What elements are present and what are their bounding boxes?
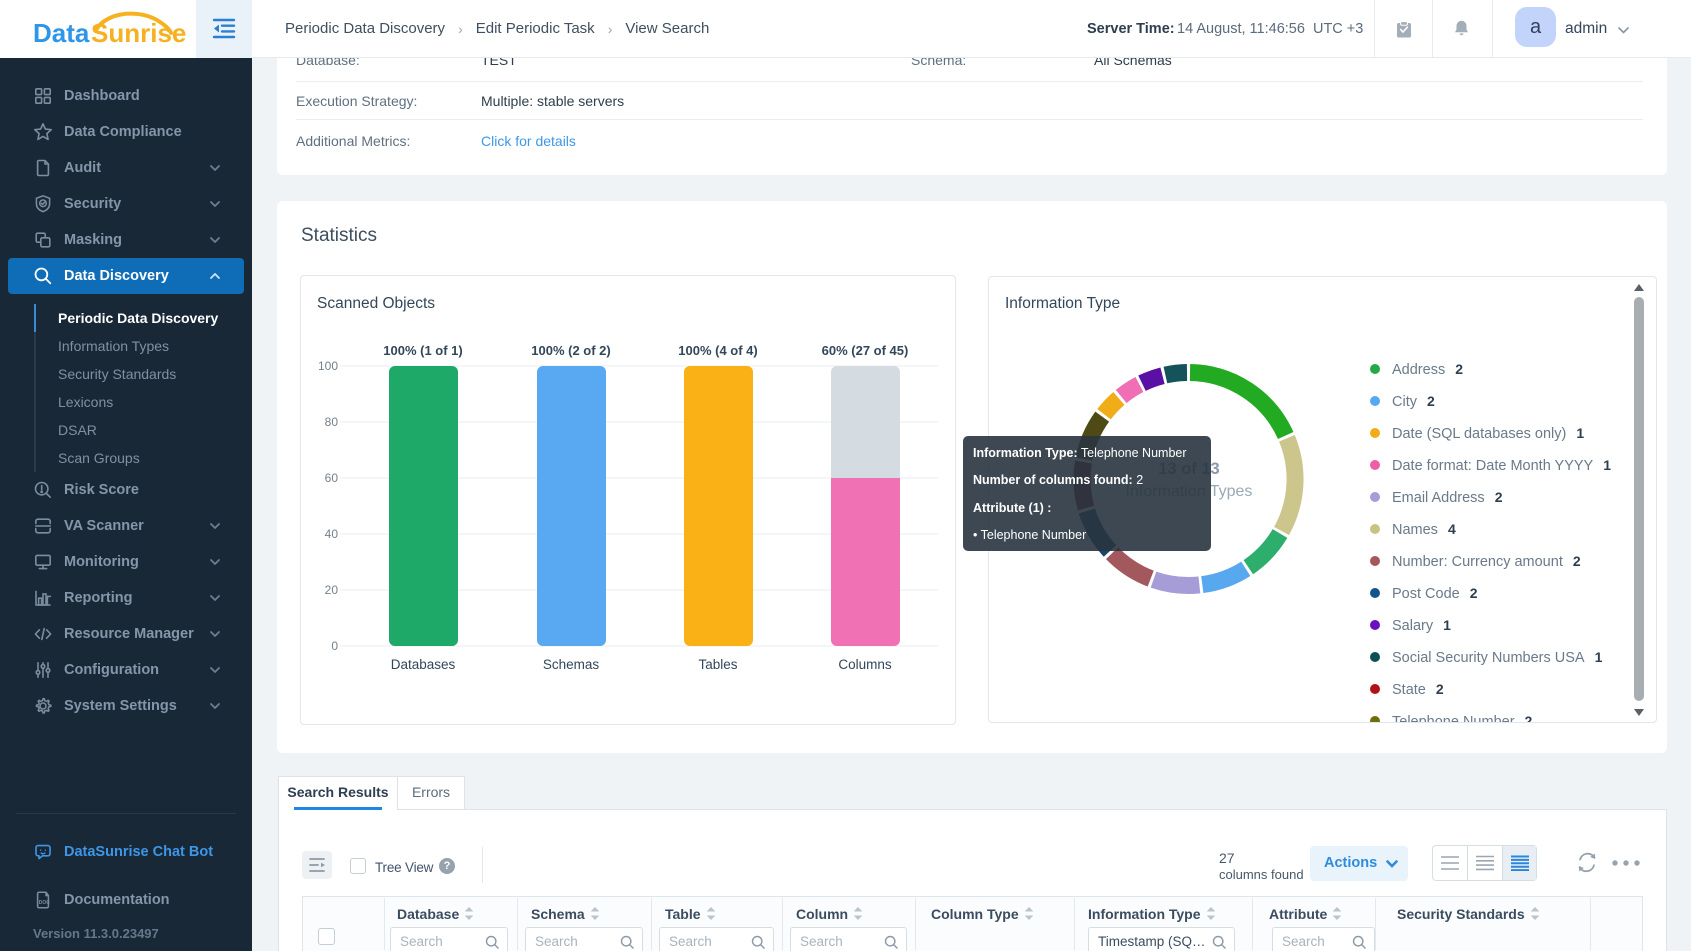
svg-text:Tables: Tables: [698, 657, 737, 672]
svg-text:Databases: Databases: [391, 657, 456, 672]
svg-text:60: 60: [325, 471, 339, 485]
svg-text:DOC: DOC: [39, 900, 51, 906]
svg-text:Schemas: Schemas: [543, 657, 600, 672]
svg-text:100% (1 of 1): 100% (1 of 1): [383, 343, 462, 358]
svg-text:100% (4 of 4): 100% (4 of 4): [678, 343, 757, 358]
svg-text:Sunrise: Sunrise: [91, 18, 186, 48]
svg-text:Columns: Columns: [838, 657, 892, 672]
svg-text:20: 20: [325, 583, 339, 597]
svg-text:Data: Data: [33, 18, 90, 48]
svg-text:0: 0: [331, 639, 338, 653]
svg-text:100: 100: [318, 359, 338, 373]
svg-text:80: 80: [325, 415, 339, 429]
svg-text:60% (27 of 45): 60% (27 of 45): [822, 343, 909, 358]
svg-text:100% (2 of 2): 100% (2 of 2): [531, 343, 610, 358]
svg-text:40: 40: [325, 527, 339, 541]
